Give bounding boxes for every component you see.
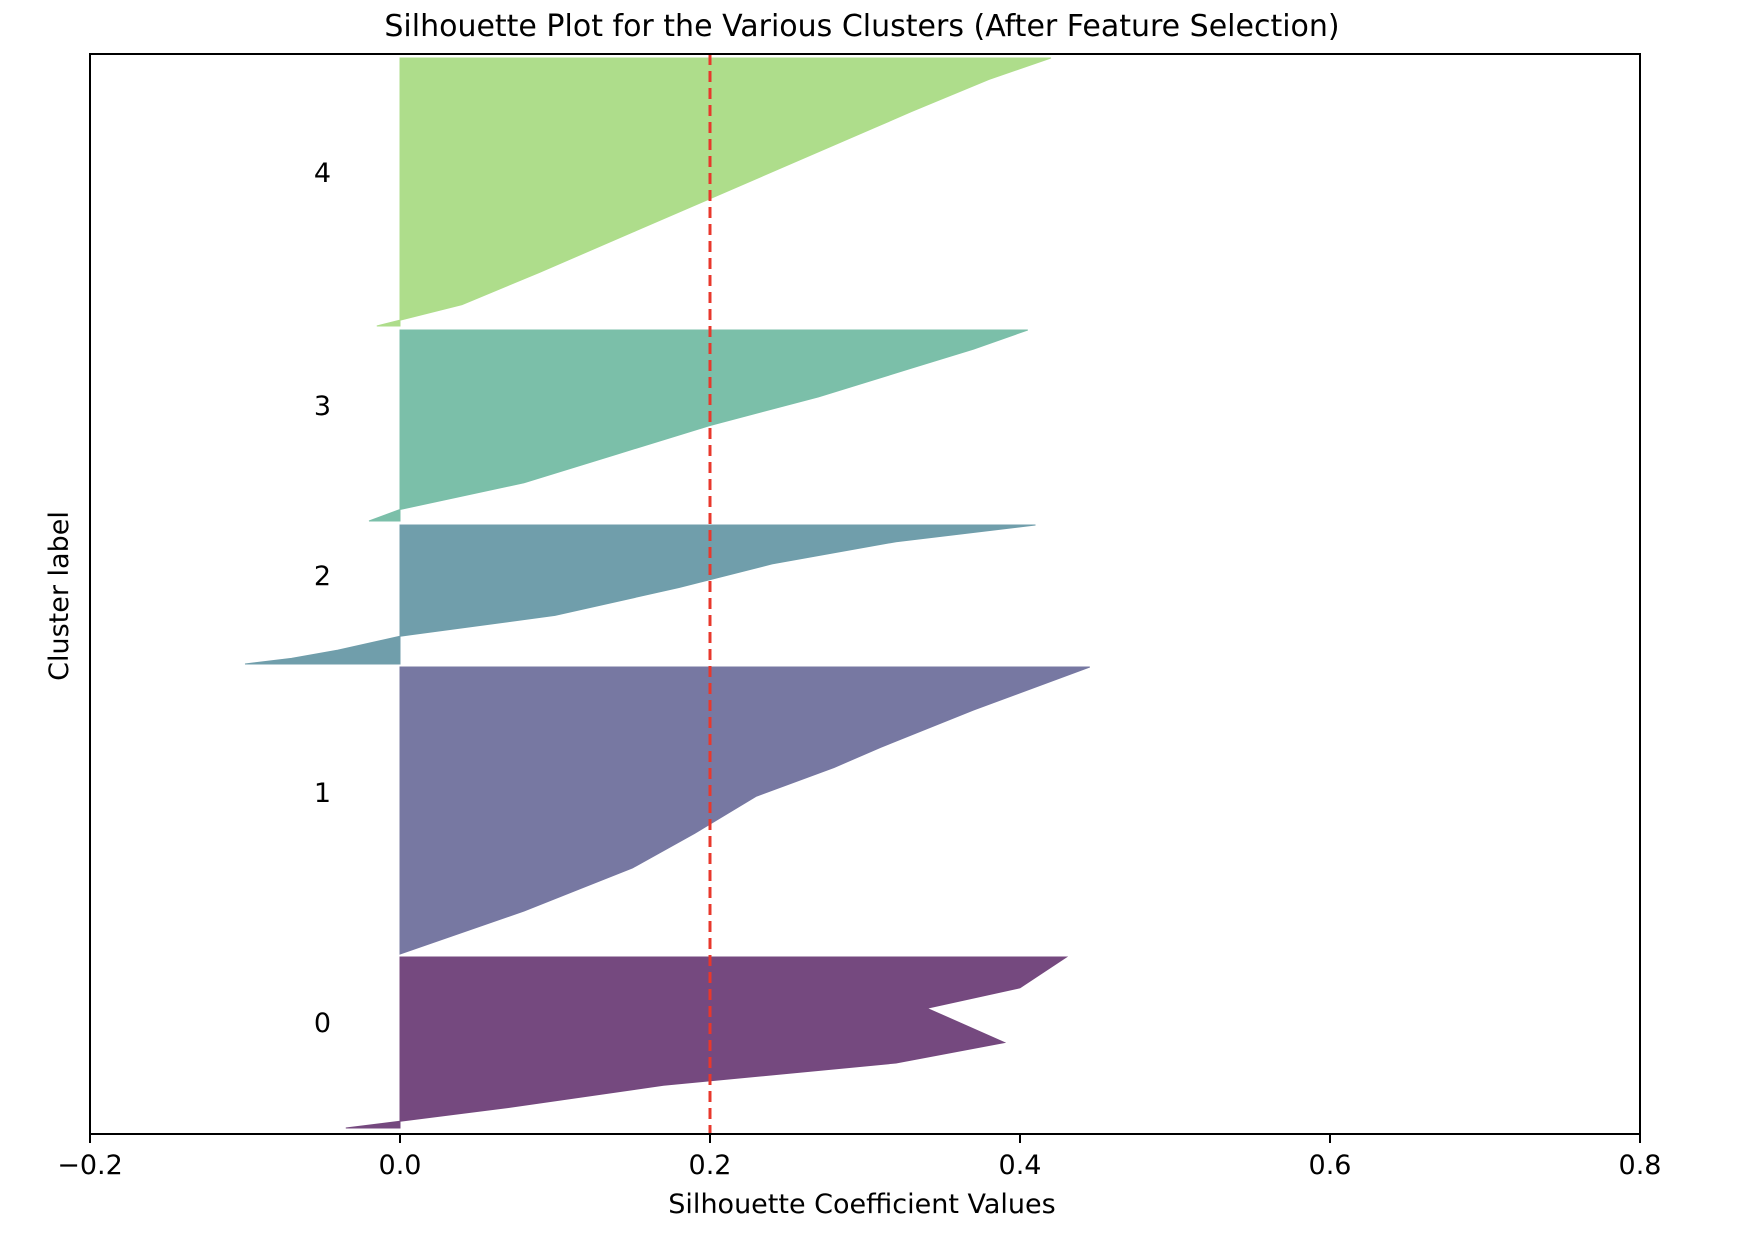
cluster-0-silhouette: [345, 956, 1069, 1129]
cluster-label-3: 3: [314, 391, 331, 422]
cluster-label-4: 4: [314, 158, 331, 189]
plot-frame: [89, 53, 1641, 1135]
y-axis-label: Cluster label: [44, 511, 75, 681]
x-tick-label: 0.8: [1619, 1150, 1662, 1181]
cluster-2-silhouette: [244, 524, 1036, 665]
cluster-label-2: 2: [314, 561, 331, 592]
x-tick-label: 0.6: [1309, 1150, 1352, 1181]
cluster-3-silhouette: [368, 329, 1028, 522]
cluster-1-silhouette: [399, 666, 1090, 955]
cluster-4-silhouette: [376, 57, 1052, 327]
cluster-labels-layer: 0 1 2 3 4: [314, 158, 331, 1039]
cluster-label-1: 1: [314, 778, 331, 809]
x-tick-label: −0.2: [57, 1150, 123, 1181]
chart-title: Silhouette Plot for the Various Clusters…: [384, 9, 1339, 44]
cluster-label-0: 0: [314, 1008, 331, 1039]
x-ticks-layer: −0.2 0.0 0.2 0.4 0.6 0.8: [57, 1134, 1661, 1181]
x-tick-label: 0.2: [689, 1150, 732, 1181]
x-tick-label: 0.4: [999, 1150, 1042, 1181]
clusters-layer: [244, 57, 1090, 1129]
x-tick-label: 0.0: [379, 1150, 422, 1181]
x-axis-label: Silhouette Coefficient Values: [668, 1189, 1055, 1220]
